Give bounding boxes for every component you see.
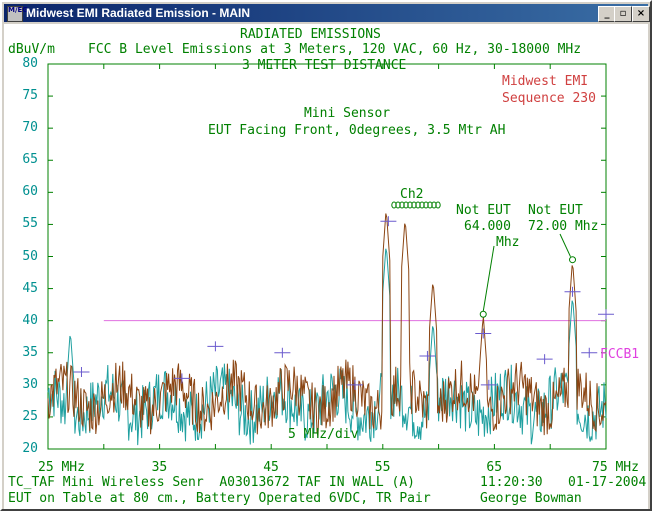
title-bar[interactable]: M/EG Midwest EMI Radiated Emission - MAI… [4, 4, 650, 22]
y-tick-label: 25 [22, 408, 38, 424]
ch2-label: Ch2 [400, 187, 424, 202]
footer-setup: EUT on Table at 80 cm., Battery Operated… [8, 491, 431, 506]
y-unit-label: dBuV/m [8, 42, 55, 57]
y-tick-label: 80 [22, 56, 38, 71]
footer-operator: George Bowman [480, 491, 582, 506]
y-tick-label: 35 [22, 344, 38, 360]
x-tick-label: 75 MHz [592, 460, 639, 475]
x-tick-label: 35 [151, 460, 168, 475]
x-tick-label: 55 [374, 460, 391, 475]
note1-line2: 64.000 [464, 219, 511, 234]
emissions-chart [47, 63, 614, 450]
peak-trace [47, 213, 607, 437]
window-title: Midwest EMI Radiated Emission - MAIN [26, 6, 251, 20]
limit-label: FCCB1 [600, 347, 640, 362]
maximize-button[interactable]: ▫ [614, 6, 632, 22]
test-distance: 3 METER TEST DISTANCE [242, 58, 407, 73]
footer-date: 01-17-2004 [568, 475, 647, 490]
note1-pointer [479, 310, 487, 318]
y-tick-label: 70 [22, 120, 38, 136]
note2-line1: Not EUT [528, 203, 583, 218]
x-tick-label: 25 MHz [38, 460, 85, 475]
sensor-title: Mini Sensor [304, 106, 391, 121]
chart-title: RADIATED EMISSIONS [240, 27, 381, 42]
y-tick-label: 20 [22, 441, 38, 456]
y-tick-label: 60 [22, 184, 38, 200]
y-tick-label: 40 [22, 312, 38, 328]
sequence-label: Sequence 230 [502, 91, 596, 106]
div-label: 5 MHz/div [288, 427, 359, 442]
close-button[interactable]: × [632, 6, 650, 22]
note2-pointer [569, 256, 577, 264]
company-label: Midwest EMI [502, 74, 589, 89]
note2-line2: 72.00 Mhz [528, 219, 599, 234]
y-tick-label: 30 [22, 376, 38, 392]
footer-time: 11:20:30 [480, 475, 543, 490]
y-tick-label: 55 [22, 216, 38, 232]
x-tick-label: 65 [486, 460, 503, 475]
x-tick-label: 45 [263, 460, 279, 475]
y-tick-label: 65 [22, 152, 38, 168]
average-trace [47, 248, 607, 446]
note1-line [482, 245, 495, 312]
chart-subtitle: FCC B Level Emissions at 3 Meters, 120 V… [88, 42, 582, 57]
ch2-marker [435, 201, 441, 209]
note2-line [559, 233, 571, 257]
footer-test-info: TC_TAF Mini Wireless Senr A03013672 TAF … [8, 475, 415, 490]
sensor-detail: EUT Facing Front, 0degrees, 3.5 Mtr AH [208, 123, 506, 138]
y-tick-label: 45 [22, 280, 38, 296]
y-tick-label: 50 [22, 248, 38, 264]
plot-area: RADIATED EMISSIONS dBuV/m FCC B Level Em… [4, 24, 648, 509]
app-icon[interactable]: M/EG [7, 6, 28, 22]
note1-line3: Mhz [496, 235, 520, 250]
note1-line1: Not EUT [456, 203, 511, 218]
y-tick-label: 75 [22, 88, 38, 104]
